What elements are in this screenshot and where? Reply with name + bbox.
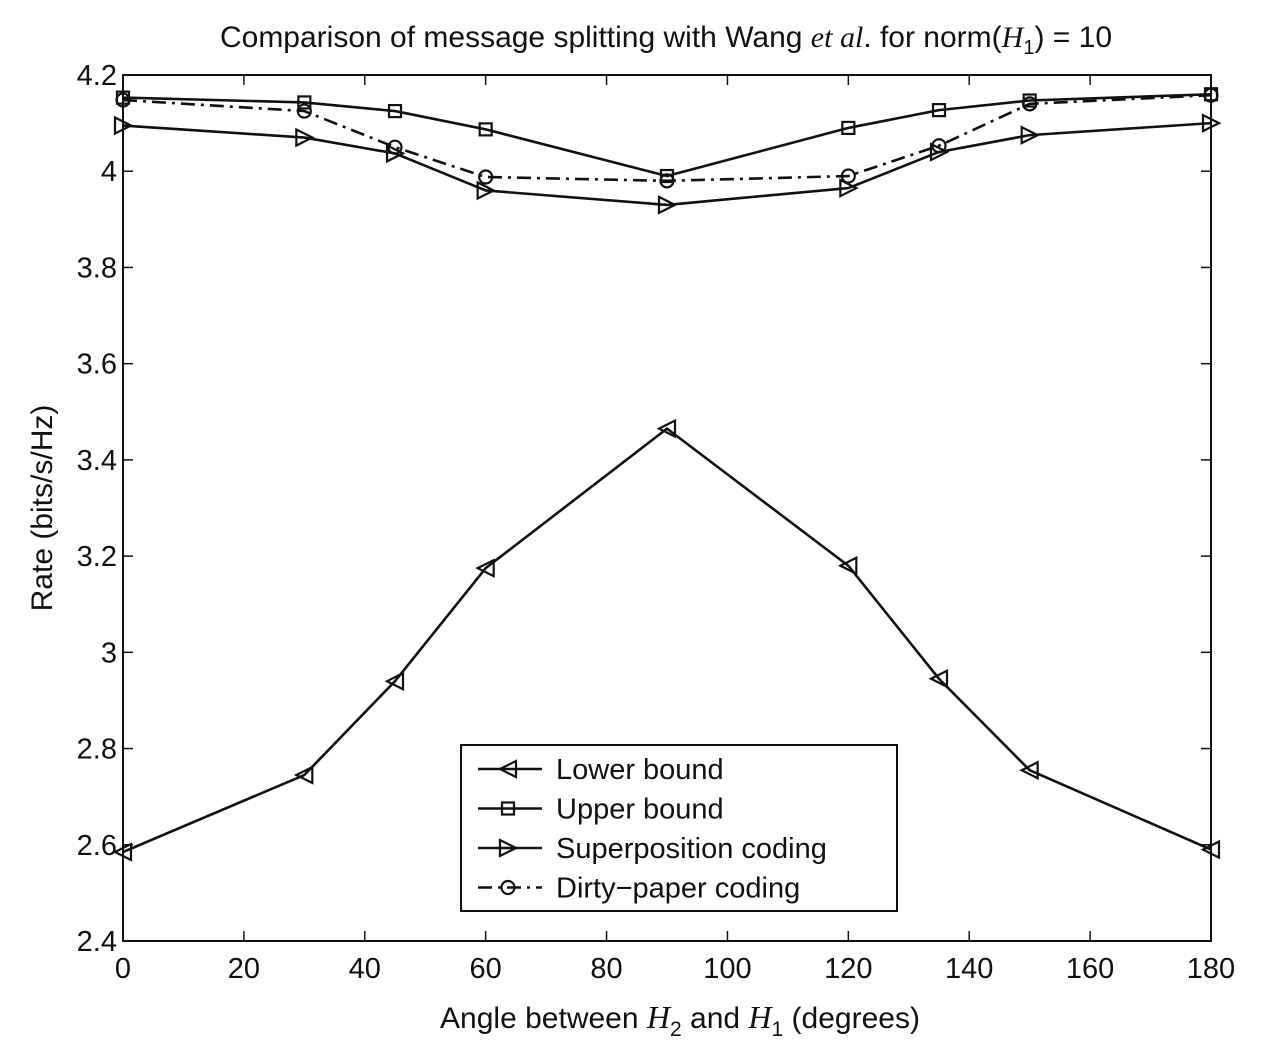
series-lines xyxy=(122,92,1212,854)
data-point-series-0 xyxy=(475,558,495,578)
data-point-series-3 xyxy=(296,103,312,119)
data-point-series-2 xyxy=(385,143,406,164)
x-tick-label: 100 xyxy=(703,953,751,985)
x-tick-label: 40 xyxy=(349,953,381,985)
legend-marker-2 xyxy=(498,838,519,858)
data-point-series-1 xyxy=(478,122,493,137)
data-point-series-3 xyxy=(1203,87,1219,103)
data-point-series-1 xyxy=(387,103,403,119)
data-point-series-3 xyxy=(387,139,403,155)
legend-label-3: Dirty−paper coding xyxy=(556,873,800,905)
data-point-series-2 xyxy=(295,127,315,148)
data-point-series-2 xyxy=(839,178,859,198)
y-tick-label: 2.6 xyxy=(77,830,117,862)
x-tick-label: 160 xyxy=(1066,953,1114,985)
data-point-series-0 xyxy=(656,418,677,439)
axis-ticks: 0 20 40 60 80 100 120 140 160 180 2.4 2.6 2.8 3 3.2 3.4… xyxy=(77,60,1236,985)
y-tick-label: 2.8 xyxy=(77,734,117,766)
x-axis-label: Angle between H2 and H1 (degrees) xyxy=(440,999,920,1040)
data-point-series-1 xyxy=(297,95,312,110)
data-point-series-2 xyxy=(1020,125,1041,145)
data-point-series-2 xyxy=(1201,113,1222,133)
legend-marker-0 xyxy=(497,759,518,779)
y-axis-label: Rate (bits/s/Hz) xyxy=(26,405,59,612)
series-line-2 xyxy=(122,121,1212,207)
x-tick-label: 80 xyxy=(590,953,622,985)
y-tick-label: 3.2 xyxy=(77,541,117,573)
y-tick-label: 3.4 xyxy=(77,445,117,477)
data-point-series-2 xyxy=(476,180,497,201)
data-point-series-3 xyxy=(931,138,947,154)
legend: Lower bound Upper bound Superposition codi… xyxy=(460,744,898,912)
data-point-series-0 xyxy=(112,842,133,862)
y-tick-label: 4.2 xyxy=(77,60,117,92)
series-line-3 xyxy=(122,93,1212,183)
series-markers xyxy=(112,87,1222,862)
data-point-series-0 xyxy=(384,671,405,691)
data-point-series-3 xyxy=(840,168,856,184)
legend-label-1: Upper bound xyxy=(556,794,724,826)
data-point-series-1 xyxy=(841,120,856,136)
data-point-series-0 xyxy=(1019,760,1039,780)
data-point-series-3 xyxy=(478,169,494,185)
x-tick-label: 60 xyxy=(470,953,502,985)
x-tick-label: 20 xyxy=(228,953,260,985)
data-point-series-1 xyxy=(659,168,675,184)
legend-marker-3 xyxy=(500,879,516,896)
legend-box xyxy=(460,744,898,912)
data-point-series-0 xyxy=(928,669,949,689)
y-tick-label: 3.8 xyxy=(77,252,117,284)
legend-marker-1 xyxy=(500,801,516,816)
x-tick-label: 140 xyxy=(945,953,993,985)
plot-area xyxy=(122,74,1212,942)
data-point-series-3 xyxy=(115,92,131,108)
data-point-series-0 xyxy=(293,765,314,785)
data-point-series-0 xyxy=(1200,839,1221,860)
data-point-series-3 xyxy=(1022,96,1038,112)
y-tick-label: 4 xyxy=(101,156,117,188)
y-tick-label: 2.4 xyxy=(77,926,117,958)
chart-title: Comparison of message splitting with Wan… xyxy=(220,21,1112,59)
data-point-series-2 xyxy=(657,195,678,215)
data-point-series-0 xyxy=(837,555,858,576)
legend-label-2: Superposition coding xyxy=(556,833,827,865)
x-tick-label: 180 xyxy=(1187,953,1235,985)
y-tick-label: 3.6 xyxy=(77,349,117,381)
series-line-1 xyxy=(122,92,1212,178)
data-point-series-1 xyxy=(931,103,947,118)
data-point-series-2 xyxy=(113,115,134,136)
x-tick-label: 0 xyxy=(115,953,131,985)
data-point-series-3 xyxy=(659,173,675,189)
x-tick-label: 120 xyxy=(824,953,872,985)
legend-label-0: Lower bound xyxy=(556,754,724,786)
y-tick-label: 3 xyxy=(101,637,117,669)
series-line-0 xyxy=(122,427,1212,854)
data-point-series-2 xyxy=(929,142,950,162)
